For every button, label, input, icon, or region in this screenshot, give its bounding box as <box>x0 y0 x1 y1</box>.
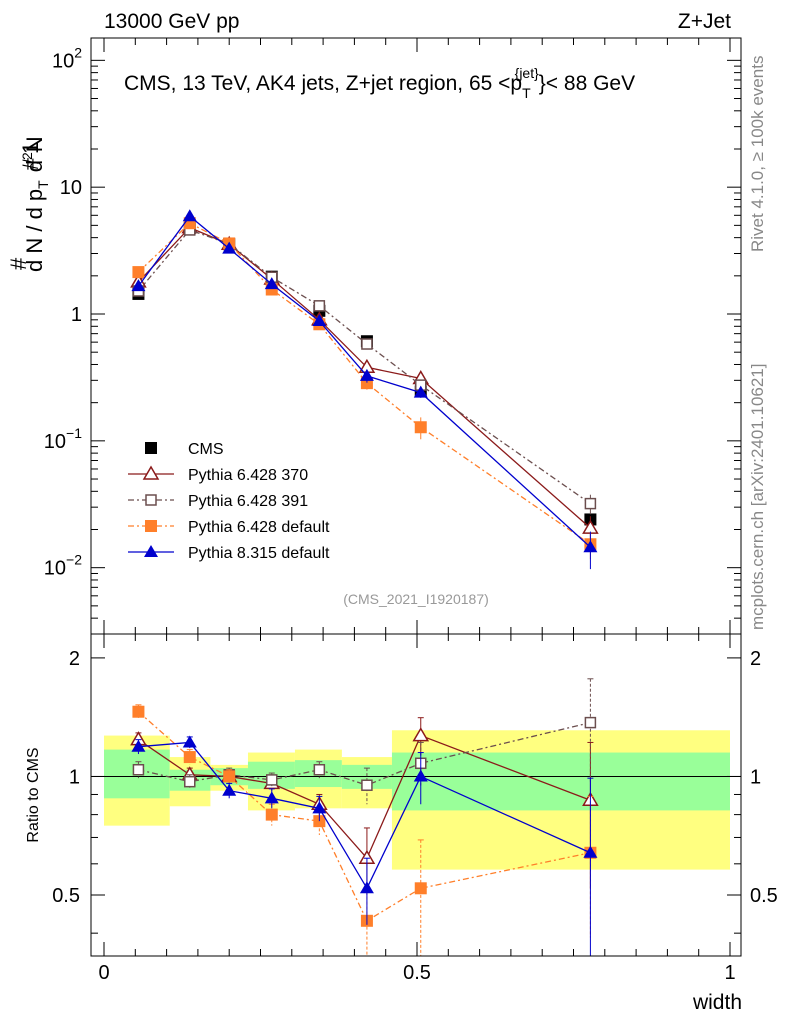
ratio-band-inner <box>391 752 730 811</box>
ratio-point <box>183 751 196 764</box>
ratio-point <box>413 769 428 782</box>
y-tick-label: 10−2 <box>44 552 82 580</box>
header-right: Z+Jet <box>678 10 731 33</box>
data-point <box>222 241 237 254</box>
ylabel-hash: # <box>6 257 31 270</box>
y-axis-label-long: d N / d pTd2N <box>19 136 51 272</box>
ratio-ylabel: Ratio to CMS <box>25 747 42 842</box>
ratio-plot: 0.5 0.51 12 2 0 0.5 1 Ratio to CMS width <box>25 633 778 1014</box>
header-left: 13000 GeV pp <box>104 10 239 33</box>
series-line <box>137 215 591 548</box>
data-point <box>264 277 279 290</box>
data-point <box>312 314 327 327</box>
ratio-frame <box>90 633 742 957</box>
x-tick-label: 0.5 <box>403 962 431 984</box>
data-point <box>413 385 428 398</box>
ratio-point <box>361 779 373 791</box>
rivet-label: Rivet 4.1.0, ≥ 100k events <box>748 56 767 252</box>
ratio-point <box>264 791 279 804</box>
legend-label: Pythia 6.428 default <box>188 519 330 536</box>
ratio-bands <box>104 730 730 870</box>
legend-entry: CMS <box>145 441 224 458</box>
ratio-point <box>184 775 196 788</box>
mcplots-label: mcplots.cern.ch [arXiv:2401.10621] <box>748 364 767 630</box>
main-x-ticks <box>103 38 731 634</box>
ratio-series-4 <box>131 735 598 956</box>
ylabel-main-text: #1 <box>18 142 43 171</box>
series-line <box>137 229 591 505</box>
data-point <box>583 540 598 553</box>
y-axis-label: #1 <box>18 142 43 171</box>
y-tick-label: 1 <box>71 304 82 326</box>
ratio-y-ticks: 0.5 0.5 1 1 2 2 <box>52 648 778 934</box>
ratio-point <box>583 845 598 858</box>
ratio-point <box>132 763 145 776</box>
x-axis-label: width <box>692 991 742 1014</box>
data-point <box>584 497 597 510</box>
ratio-line <box>138 734 591 860</box>
ratio-point <box>132 705 145 718</box>
legend-entry: Pythia 6.428 391 <box>128 493 308 510</box>
ratio-x-ticks: 0 0.5 1 <box>98 634 736 984</box>
ratio-line <box>138 741 591 890</box>
ratio-point <box>265 808 278 821</box>
ratio-point <box>312 801 327 814</box>
ratio-point <box>313 763 326 776</box>
data-point <box>361 338 373 350</box>
y-tick-label: 10 <box>60 177 82 199</box>
chart-title: CMS, 13 TeV, AK4 jets, Z+jet region, 65 … <box>124 65 635 101</box>
ratio-point <box>182 735 197 748</box>
x-tick-label: 0 <box>98 962 109 984</box>
ratio-line <box>137 711 591 922</box>
y-tick-label: 102 <box>52 44 82 72</box>
data-point <box>313 300 326 312</box>
ratio-line <box>138 721 591 786</box>
main-y-ticks: 10−2 10−1 1 10 102 <box>44 44 741 635</box>
main-series <box>130 209 599 570</box>
data-point <box>131 279 146 292</box>
ratio-point <box>222 783 237 796</box>
series-4 <box>131 209 598 570</box>
ratio-y-tick-label-right: 2 <box>750 648 761 670</box>
ratio-y-tick-label-right: 1 <box>750 766 761 788</box>
analysis-id: (CMS_2021_I1920187) <box>343 591 489 607</box>
ratio-point <box>359 881 374 894</box>
legend-label: CMS <box>188 441 224 458</box>
series-line <box>137 226 591 529</box>
legend-marker <box>145 442 157 454</box>
ratio-y-tick-label: 1 <box>69 766 80 788</box>
legend-label: Pythia 6.428 391 <box>188 493 308 510</box>
ylabel-text: d N / d pTd2N <box>19 136 51 272</box>
ratio-point <box>414 882 427 895</box>
ratio-series <box>130 678 599 956</box>
legend-marker <box>145 494 157 506</box>
legend-entry: Pythia 8.315 default <box>128 545 330 562</box>
x-tick-label: 1 <box>724 962 735 984</box>
legend-marker <box>142 465 160 480</box>
legend: CMS Pythia 6.428 370 Pythia 6.428 391 Pythi… <box>128 441 330 562</box>
ratio-point <box>131 739 146 752</box>
legend-entry: Pythia 6.428 default <box>128 519 330 536</box>
ratio-y-tick-label: 0.5 <box>52 885 80 907</box>
legend-label: Pythia 6.428 370 <box>188 467 308 484</box>
legend-marker <box>145 520 157 532</box>
data-point <box>132 266 145 279</box>
data-point <box>182 209 197 222</box>
ratio-point <box>266 774 278 786</box>
legend-marker <box>144 545 158 557</box>
main-plot: 10−2 10−1 1 10 102 CMS, 13 TeV, AK4 jets, Z+… <box>44 37 742 635</box>
y-tick-label: 10−1 <box>44 425 82 453</box>
ratio-y-tick-label-right: 0.5 <box>750 885 778 907</box>
legend-entry: Pythia 6.428 370 <box>128 465 308 484</box>
ratio-point <box>584 716 597 729</box>
data-point <box>359 368 374 381</box>
data-point <box>414 421 427 434</box>
ratio-y-tick-label: 2 <box>69 648 80 670</box>
legend-label: Pythia 8.315 default <box>188 545 330 562</box>
ratio-point <box>223 770 236 783</box>
ratio-point <box>412 727 430 742</box>
